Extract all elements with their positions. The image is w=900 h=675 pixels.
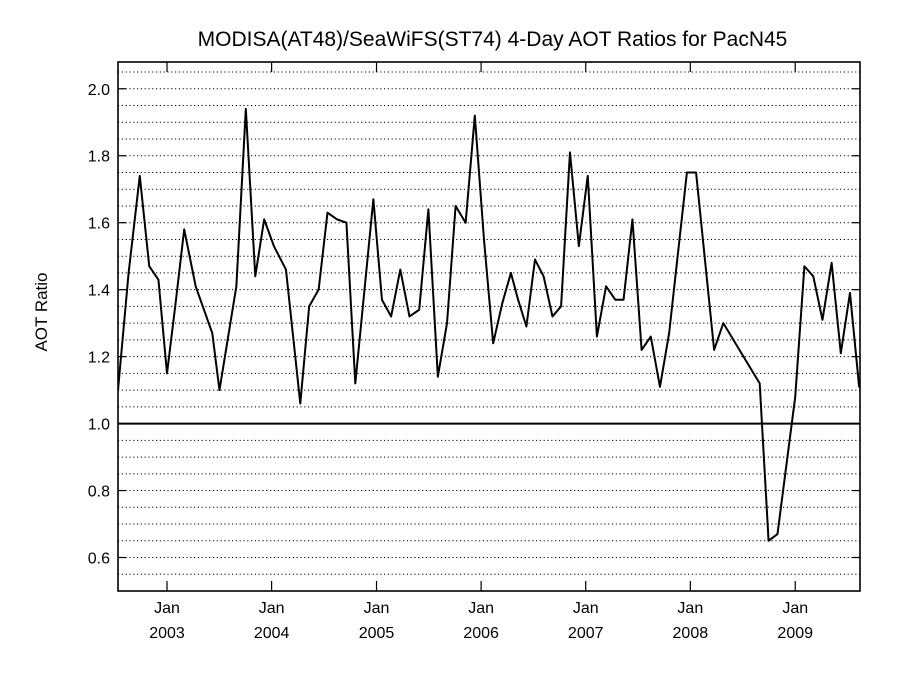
y-tick-label: 0.6 — [88, 551, 110, 568]
y-tick-label: 1.8 — [88, 149, 110, 166]
x-tick-label-month: Jan — [573, 600, 599, 617]
x-tick-label-month: Jan — [677, 600, 703, 617]
x-tick-label-year: 2005 — [359, 625, 395, 642]
y-axis: 0.6 0.8 1.0 1.2 1.4 1.6 1.8 2.0 — [88, 82, 860, 568]
series-line-0 — [118, 107, 860, 542]
plot-frame — [117, 61, 861, 592]
x-tick-label-month: Jan — [782, 600, 808, 617]
y-tick-label: 1.6 — [88, 216, 110, 233]
chart-title: MODISA(AT48)/SeaWiFS(ST74) 4-Day AOT Rat… — [197, 28, 788, 51]
x-tick-label-month: Jan — [468, 600, 494, 617]
x-axis: Jan 2003 Jan 2004 Jan 2005 Jan 2006 Jan 2007 Jan 20… — [149, 62, 813, 642]
y-tick-label: 1.0 — [88, 417, 110, 434]
x-tick-label-month: Jan — [154, 600, 180, 617]
x-tick-label-year: 2007 — [568, 625, 604, 642]
y-tick-label: 0.8 — [88, 484, 110, 501]
x-tick-label-month: Jan — [259, 600, 285, 617]
series-group — [118, 107, 860, 542]
y-tick-label: 2.0 — [88, 82, 110, 99]
x-tick-label-year: 2008 — [673, 625, 709, 642]
x-tick-label-year: 2009 — [777, 625, 813, 642]
y-tick-label: 1.2 — [88, 350, 110, 367]
y-tick-label: 1.4 — [88, 283, 110, 300]
x-tick-label-year: 2006 — [463, 625, 499, 642]
x-tick-label-month: Jan — [364, 600, 390, 617]
x-tick-label-year: 2004 — [254, 625, 290, 642]
x-tick-label-year: 2003 — [149, 625, 185, 642]
gridlines — [118, 71, 860, 575]
